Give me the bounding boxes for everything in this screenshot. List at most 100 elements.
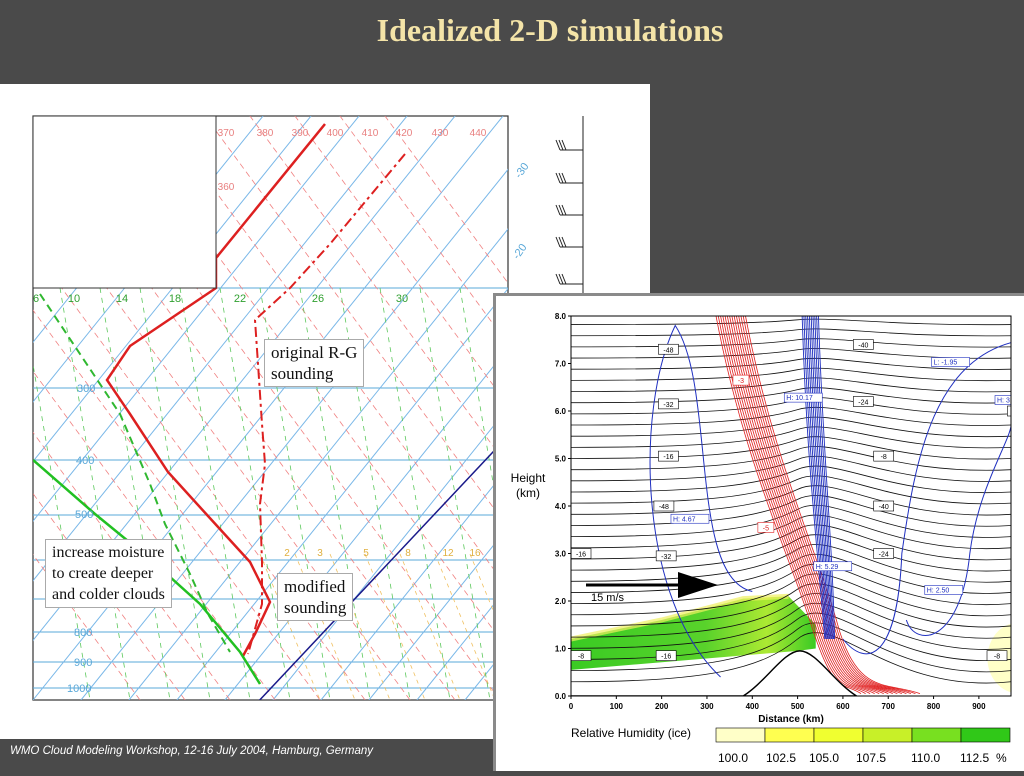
isentrope-line <box>571 524 1011 561</box>
isotherm-line <box>320 466 508 700</box>
barb-flag <box>561 139 567 151</box>
blue-contour-line <box>814 316 833 640</box>
mixing-label: 30 <box>396 293 408 305</box>
barb-flag <box>561 236 567 248</box>
colorbar-swatch <box>715 727 766 743</box>
reference-line <box>258 435 508 700</box>
contour-label-box <box>1007 405 1011 417</box>
contour-label-box <box>571 650 592 661</box>
isentrope-line <box>571 612 1011 662</box>
isentrope-line <box>571 348 1011 359</box>
blue-label: H: 2.50 <box>927 588 950 595</box>
isentrope-line <box>571 485 1011 516</box>
blue-label-box <box>994 395 1011 405</box>
isotherm-line <box>368 526 508 700</box>
red-contour-line <box>717 316 866 694</box>
theta-label: 380 <box>257 128 274 139</box>
isentrope-line <box>571 593 1011 639</box>
mixing-label: 2 <box>284 548 290 559</box>
blue-contour-line <box>816 316 834 640</box>
contour-label: -8 <box>994 654 1000 661</box>
barb-flag <box>558 273 564 285</box>
red-contour-line <box>724 316 880 694</box>
isentrope-line <box>571 465 1011 494</box>
barb-flag <box>561 273 567 285</box>
increase-moisture-label: increase moisture to create deeper and col… <box>45 539 172 608</box>
blue-contour-line <box>805 316 828 640</box>
isentrope-line <box>571 357 1011 370</box>
contour-label: -16 <box>661 654 671 661</box>
colorbar-swatch <box>911 727 962 743</box>
contour-label: -40 <box>858 343 868 350</box>
isentrope-line <box>571 632 1011 684</box>
isentrope-line <box>571 309 1011 313</box>
contour-label-box <box>986 650 1008 661</box>
slide-title: Idealized 2-D simulations <box>376 12 724 48</box>
blue-loop <box>905 420 1011 636</box>
theta-label: 420 <box>396 128 413 139</box>
y-tick-label: 4.0 <box>555 502 567 511</box>
contour-label: -48 <box>663 347 673 354</box>
red-label: -5 <box>763 525 769 532</box>
y-tick-label: 2.0 <box>555 597 567 606</box>
original-sounding-label: original R-G sounding <box>264 339 365 387</box>
theta-label: 440 <box>470 128 487 139</box>
pressure-label: 1000 <box>67 683 91 695</box>
adiabat-line <box>249 116 508 468</box>
theta-label: 370 <box>218 128 235 139</box>
barb-flag <box>561 204 567 216</box>
red-contour-line <box>726 316 884 694</box>
contour-label: -16 <box>576 552 586 559</box>
cross-section-axes: 0.0 1.0 2.0 3.0 4.0 5.0 6.0 7.0 8.0 0 100 200 300 400… <box>555 312 986 711</box>
contour-label-box <box>853 339 874 350</box>
moist-line <box>469 553 508 648</box>
isentrope-line <box>571 475 1011 505</box>
blue-contour-line <box>808 316 830 640</box>
colorbar-swatch <box>813 727 864 743</box>
red-label: -3 <box>738 378 744 385</box>
blue-contour-line <box>801 316 826 640</box>
modified-sounding-label: modified sounding <box>277 573 354 621</box>
contour-label: -40 <box>1012 409 1022 416</box>
red-contour-line <box>736 316 902 694</box>
isentrope-line <box>571 328 1011 337</box>
x-tick-label: 300 <box>700 702 714 711</box>
colorbar-label: 110.0 <box>911 751 940 765</box>
x-tick-label: 200 <box>655 702 669 711</box>
theta-label: 390 <box>292 128 309 139</box>
modified-dewpoint-profile <box>39 293 231 653</box>
contour-label-box <box>658 398 679 410</box>
mixing-label: 14 <box>116 293 128 305</box>
contour-label: -48 <box>1018 347 1024 354</box>
x-tick-label: 900 <box>972 702 986 711</box>
blue-label-box <box>813 561 853 572</box>
contour-label-box <box>873 548 895 559</box>
red-contour-line <box>740 316 912 694</box>
contour-label: -8 <box>578 654 584 661</box>
moist-line <box>399 553 461 700</box>
moist-line <box>259 553 321 700</box>
mixing-label: 18 <box>169 293 181 305</box>
pressure-label: 800 <box>74 627 92 639</box>
barb-flag <box>555 236 561 248</box>
contour-label-box <box>571 548 592 559</box>
theta-label: 430 <box>432 128 449 139</box>
wind-label: 15 m/s <box>591 592 625 604</box>
y-tick-label: 1.0 <box>555 645 567 654</box>
colorbar-label: 107.5 <box>856 751 886 765</box>
contour-label: -32 <box>661 554 671 561</box>
contour-label: -8 <box>881 454 887 461</box>
wind-barbs <box>555 116 584 294</box>
isentrope-line <box>571 318 1011 326</box>
contour-label-box <box>853 396 874 407</box>
skew-labels: 370 380 390 400 410 420 430 440 360 6 10 14 18 22 26 30… <box>33 128 532 695</box>
red-contour-line <box>731 316 893 694</box>
red-contour-line <box>733 316 898 694</box>
contour-label-box <box>655 650 677 661</box>
x-tick-label: 100 <box>610 702 624 711</box>
isentrope-line <box>571 583 1011 628</box>
theta-label: 360 <box>218 182 235 193</box>
contour-label: -40 <box>879 504 889 511</box>
isentrope-line <box>571 446 1011 471</box>
barb-flag <box>561 172 567 184</box>
